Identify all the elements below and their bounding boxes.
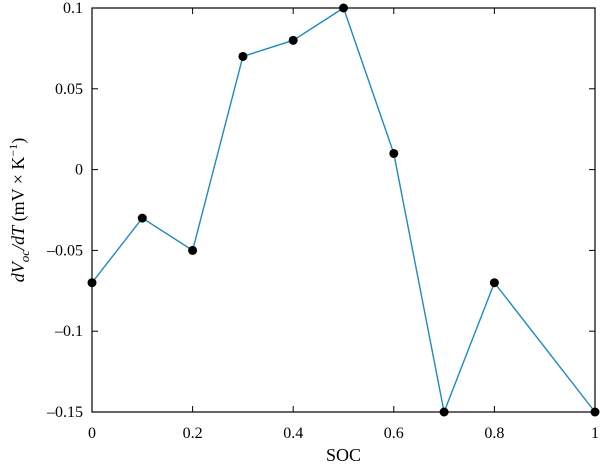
x-tick-label: 1 (591, 425, 599, 442)
y-axis-label: dVoc/dT (mV × K−1) (6, 138, 32, 282)
x-tick-label: 0 (88, 425, 96, 442)
x-tick-label: 0.4 (283, 425, 303, 442)
x-tick-label: 0.6 (384, 425, 404, 442)
series-layer (87, 3, 600, 417)
y-tick-label: –0.05 (46, 242, 83, 259)
y-tick-label: 0 (75, 162, 83, 179)
data-point (489, 278, 499, 288)
y-label-slash-dt: /dT (8, 224, 28, 251)
plot-frame (91, 7, 596, 413)
y-label-exp: −1 (6, 144, 20, 157)
y-tick-label: 0.05 (55, 81, 83, 98)
y-tick-label: –0.1 (54, 323, 83, 340)
x-axis-label: SOC (326, 445, 361, 465)
y-tick-label: 0.1 (63, 0, 83, 17)
y-label-oc: oc (17, 250, 32, 263)
data-point (590, 407, 600, 417)
y-label-close: ) (8, 138, 29, 144)
data-point (87, 278, 97, 288)
data-point (288, 35, 298, 45)
data-point (137, 213, 147, 223)
tick-labels: 0 0.2 0.4 0.6 0.8 1 –0.15 –0.1 –0.05 0 0.05 0.1 (46, 0, 599, 442)
data-point (439, 407, 449, 417)
y-label-d: d (8, 272, 28, 282)
data-point (389, 148, 399, 158)
ticks (91, 7, 596, 413)
data-point (238, 51, 248, 61)
data-point (188, 245, 198, 255)
y-label-units: (mV × K (8, 157, 29, 226)
x-tick-label: 0.8 (484, 425, 504, 442)
x-tick-label: 0.2 (183, 425, 203, 442)
data-point (339, 3, 348, 13)
y-label-v: V (8, 260, 28, 273)
y-tick-label: –0.15 (46, 404, 83, 421)
series-line (91, 6, 596, 415)
